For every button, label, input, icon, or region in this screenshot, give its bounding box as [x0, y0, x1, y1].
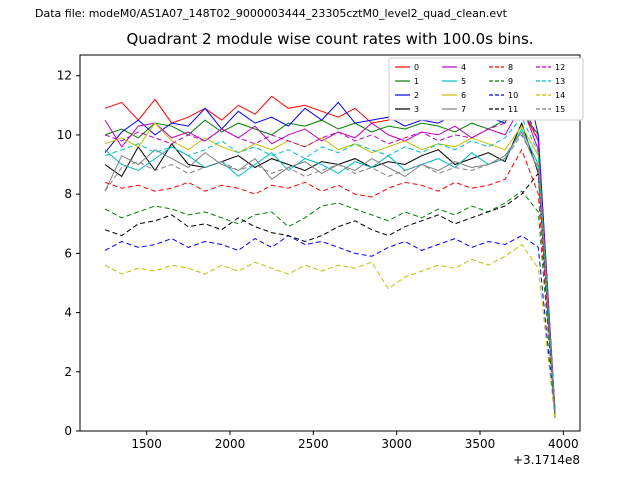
legend-label-14: 14 — [555, 91, 565, 100]
legend-label-4: 4 — [461, 63, 466, 72]
legend-label-7: 7 — [461, 105, 466, 114]
chart-title: Quadrant 2 module wise count rates with … — [126, 30, 534, 48]
series-line-6 — [104, 122, 556, 414]
legend-box — [388, 57, 584, 121]
series-line-5 — [104, 127, 556, 417]
y-tick-label: 8 — [64, 187, 72, 201]
legend-label-3: 3 — [414, 105, 419, 114]
series-line-12 — [104, 98, 556, 414]
series-line-11 — [104, 172, 556, 417]
series-line-3 — [104, 121, 556, 414]
legend-label-5: 5 — [461, 77, 466, 86]
legend-label-0: 0 — [414, 63, 419, 72]
series-line-10 — [104, 235, 556, 420]
series-line-4 — [104, 104, 556, 411]
legend-label-2: 2 — [414, 91, 419, 100]
legend-label-10: 10 — [508, 91, 518, 100]
y-tick-label: 0 — [64, 424, 72, 438]
y-tick-label: 10 — [57, 128, 72, 142]
legend-label-1: 1 — [414, 77, 419, 86]
x-axis-offset-label: +3.1714e8 — [513, 453, 580, 467]
series-line-7 — [104, 130, 556, 414]
x-tick-label: 3500 — [465, 437, 496, 451]
legend-label-11: 11 — [508, 105, 518, 114]
x-tick-label: 1500 — [131, 437, 162, 451]
y-tick-label: 4 — [64, 306, 72, 320]
x-tick-label: 2000 — [215, 437, 246, 451]
x-tick-label: 2500 — [298, 437, 329, 451]
legend-label-12: 12 — [555, 63, 565, 72]
series-line-9 — [104, 190, 556, 417]
series-line-13 — [104, 116, 556, 417]
x-tick-label: 3000 — [381, 437, 412, 451]
datafile-label: Data file: modeM0/AS1A07_148T02_90000034… — [35, 7, 507, 20]
y-tick-label: 6 — [64, 246, 72, 260]
y-tick-label: 2 — [64, 365, 72, 379]
axes-frame — [79, 54, 581, 432]
series-line-15 — [104, 133, 556, 417]
legend-label-15: 15 — [555, 105, 565, 114]
series-line-8 — [104, 148, 556, 417]
y-tick-label: 12 — [57, 69, 72, 83]
legend-label-6: 6 — [461, 91, 466, 100]
series-line-14 — [104, 243, 556, 420]
series-line-1 — [104, 110, 556, 411]
legend-label-13: 13 — [555, 77, 565, 86]
legend-label-8: 8 — [508, 63, 513, 72]
x-tick-label: 4000 — [548, 437, 579, 451]
legend-label-9: 9 — [508, 77, 513, 86]
